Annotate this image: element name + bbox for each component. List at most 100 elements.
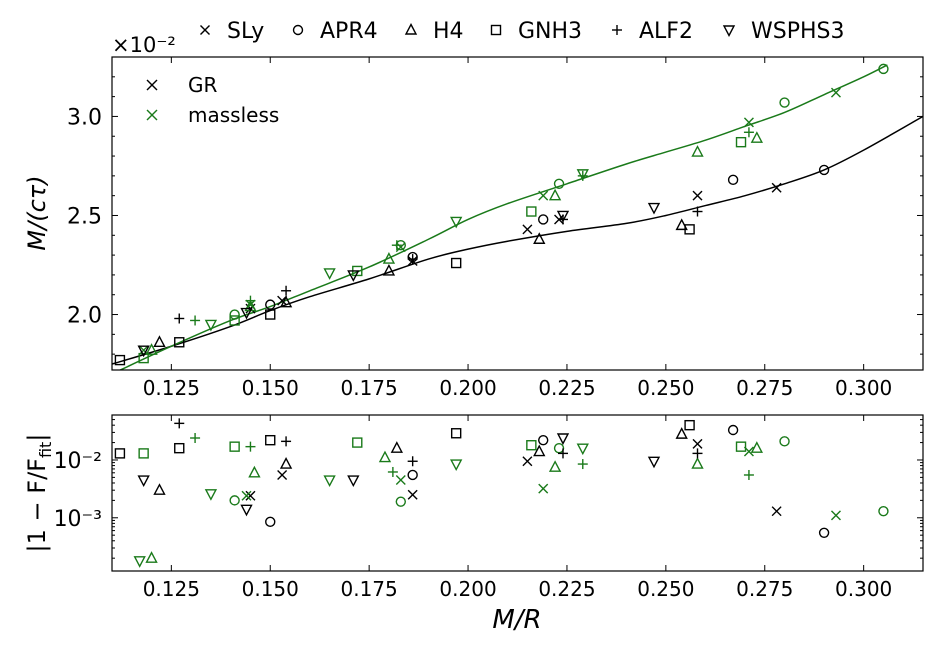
data-point xyxy=(779,97,790,108)
x-tick-label: 0.125 xyxy=(143,376,200,400)
x-tick-label: 0.225 xyxy=(538,577,595,601)
legend-marker-wsphs3 xyxy=(722,25,736,38)
data-point xyxy=(391,240,402,251)
data-point xyxy=(382,252,396,264)
data-point xyxy=(450,216,463,229)
data-point xyxy=(735,136,747,148)
data-point xyxy=(265,309,276,320)
x-tick-label: 0.175 xyxy=(341,376,398,400)
data-point xyxy=(190,433,201,444)
data-point xyxy=(576,443,589,456)
data-point xyxy=(153,483,166,495)
x-tick-label: 0.200 xyxy=(439,376,496,400)
x-tick-label: 0.275 xyxy=(736,577,793,601)
data-point xyxy=(323,475,336,488)
data-point xyxy=(526,440,537,451)
data-point xyxy=(684,419,695,431)
legend-entry-alf2: ALF2 xyxy=(612,19,693,44)
y-tick-label: 10⁻³ xyxy=(54,507,102,532)
data-point xyxy=(153,335,166,347)
legend-entry-apr4: APR4 xyxy=(292,19,378,44)
data-point xyxy=(533,232,546,244)
data-point xyxy=(692,206,703,217)
data-point xyxy=(138,448,149,459)
data-point xyxy=(352,437,363,448)
legend-marker-gnh3 xyxy=(490,24,502,36)
data-point xyxy=(548,188,562,201)
data-point xyxy=(137,345,150,358)
data-point xyxy=(538,434,549,446)
data-point xyxy=(395,475,406,486)
legend-label-wsphs3: WSPHS3 xyxy=(751,19,845,44)
data-point xyxy=(691,145,704,157)
legend-entry-sly: SLy xyxy=(200,19,264,44)
data-point xyxy=(692,190,703,201)
data-point xyxy=(743,117,754,128)
x-tick-label: 0.175 xyxy=(341,577,398,601)
data-point xyxy=(779,436,790,447)
plot-frame xyxy=(111,56,924,371)
legend-gr-marker xyxy=(146,79,158,91)
y-tick-label: 3.0 xyxy=(67,105,102,130)
data-point xyxy=(647,456,661,469)
axis-ticks-bottom: 0.125 0.150 0.175 0.200 0.225 0.250 0.275 0.300… xyxy=(54,414,923,601)
data-point xyxy=(684,224,695,235)
x-axis-label: M/R xyxy=(492,605,541,635)
legend-massless-marker xyxy=(146,109,158,121)
data-point xyxy=(281,436,292,447)
data-point xyxy=(229,309,240,320)
data-point xyxy=(830,87,841,98)
data-point xyxy=(522,456,533,467)
data-point xyxy=(229,495,240,506)
x-tick-label: 0.150 xyxy=(242,376,299,400)
data-point xyxy=(727,424,739,436)
y-tick-label: 2.5 xyxy=(67,204,102,229)
data-point xyxy=(556,210,570,223)
data-point xyxy=(114,354,126,366)
data-point xyxy=(240,504,253,517)
data-point xyxy=(878,63,889,75)
data-point xyxy=(279,295,293,308)
data-point xyxy=(691,457,704,469)
data-point xyxy=(576,169,589,181)
data-point xyxy=(240,307,253,320)
data-point xyxy=(818,527,830,538)
data-point xyxy=(647,202,661,215)
data-point xyxy=(174,337,185,348)
data-point xyxy=(818,164,830,176)
data-point xyxy=(553,178,565,189)
data-point xyxy=(174,442,185,454)
data-point xyxy=(533,444,546,457)
data-point xyxy=(229,441,240,452)
axis-ticks: 0.125 0.150 0.175 0.200 0.225 0.250 0.275 0.300… xyxy=(67,56,923,400)
data-point xyxy=(390,441,403,453)
data-point xyxy=(407,489,418,500)
data-point xyxy=(750,131,764,143)
data-point xyxy=(675,218,688,231)
data-point xyxy=(450,428,462,439)
data-point xyxy=(265,299,276,310)
data-point xyxy=(145,551,158,563)
legend-entry-h4: H4 xyxy=(404,19,464,44)
data-point xyxy=(265,516,276,528)
data-point xyxy=(450,459,463,472)
data-point xyxy=(323,268,336,280)
legend-marker-alf2 xyxy=(612,25,622,35)
data-point xyxy=(727,174,739,186)
data-point xyxy=(174,418,185,429)
data-point xyxy=(407,254,418,265)
data-point xyxy=(735,441,747,452)
data-point xyxy=(190,315,201,326)
legend-label-h4: H4 xyxy=(433,19,464,44)
y-tick-label: 10⁻² xyxy=(54,449,102,474)
legend-label-sly: SLy xyxy=(227,19,264,44)
data-point xyxy=(248,465,261,478)
data-point xyxy=(277,469,288,480)
data-point xyxy=(743,127,754,138)
data-point xyxy=(145,343,158,355)
data-point xyxy=(675,427,688,439)
data-point xyxy=(526,206,537,217)
data-point xyxy=(450,257,462,269)
data-point xyxy=(204,489,218,501)
